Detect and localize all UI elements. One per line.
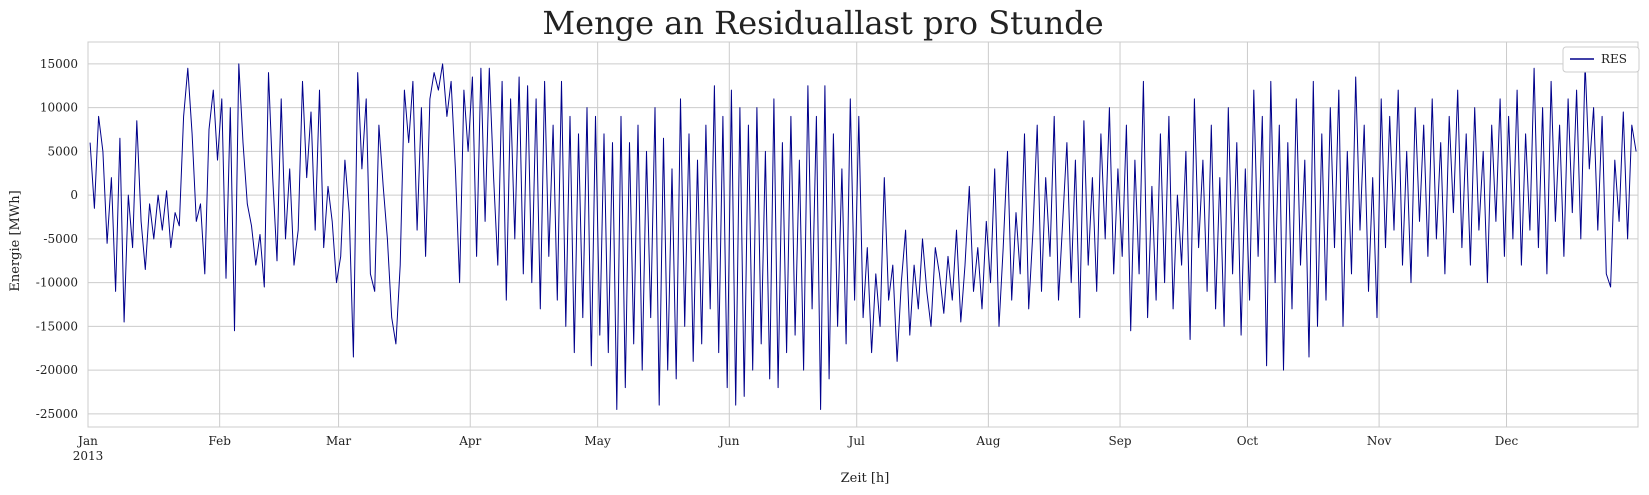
x-tick-label: Sep — [1109, 434, 1132, 448]
x-tick-label: Aug — [975, 434, 1000, 448]
x-tick-label: Dec — [1495, 434, 1519, 448]
x-tick-label: Feb — [208, 434, 231, 448]
y-tick-label: -10000 — [36, 276, 78, 290]
y-tick-label: 0 — [70, 188, 78, 202]
x-tick-label: Oct — [1237, 434, 1259, 448]
x-tick-label: May — [585, 434, 611, 448]
y-tick-label: 10000 — [40, 101, 78, 115]
grid — [88, 42, 1638, 427]
plot-frame — [87, 41, 1639, 428]
x-tick-label: Jun — [717, 434, 740, 448]
series-group — [89, 63, 1637, 410]
y-axis: 15000 10000 5000 0 -5000 -10000 -15000 -20000 -2… — [36, 57, 78, 421]
legend: RES — [1562, 46, 1640, 73]
x-tick-label: Jul — [847, 434, 866, 448]
series-line-res — [89, 63, 1637, 410]
x-tick-sublabel: 2013 — [73, 449, 104, 463]
chart-title: Menge an Residuallast pro Stunde — [542, 4, 1103, 42]
x-tick-label: Jan — [76, 434, 98, 448]
x-tick-label: Nov — [1367, 434, 1392, 448]
legend-label: RES — [1601, 52, 1627, 66]
y-tick-label: -5000 — [43, 232, 78, 246]
y-axis-label: Energie [MWh] — [8, 190, 23, 291]
x-tick-label: Apr — [458, 434, 481, 448]
x-tick-label: Mar — [326, 434, 351, 448]
y-tick-label: -20000 — [36, 363, 78, 377]
y-tick-label: 15000 — [40, 57, 78, 71]
legend-box — [1562, 46, 1640, 73]
y-tick-label: -25000 — [36, 407, 78, 421]
x-axis-label: Zeit [h] — [841, 471, 890, 486]
y-tick-label: 5000 — [47, 144, 78, 158]
y-tick-label: -15000 — [36, 319, 78, 333]
